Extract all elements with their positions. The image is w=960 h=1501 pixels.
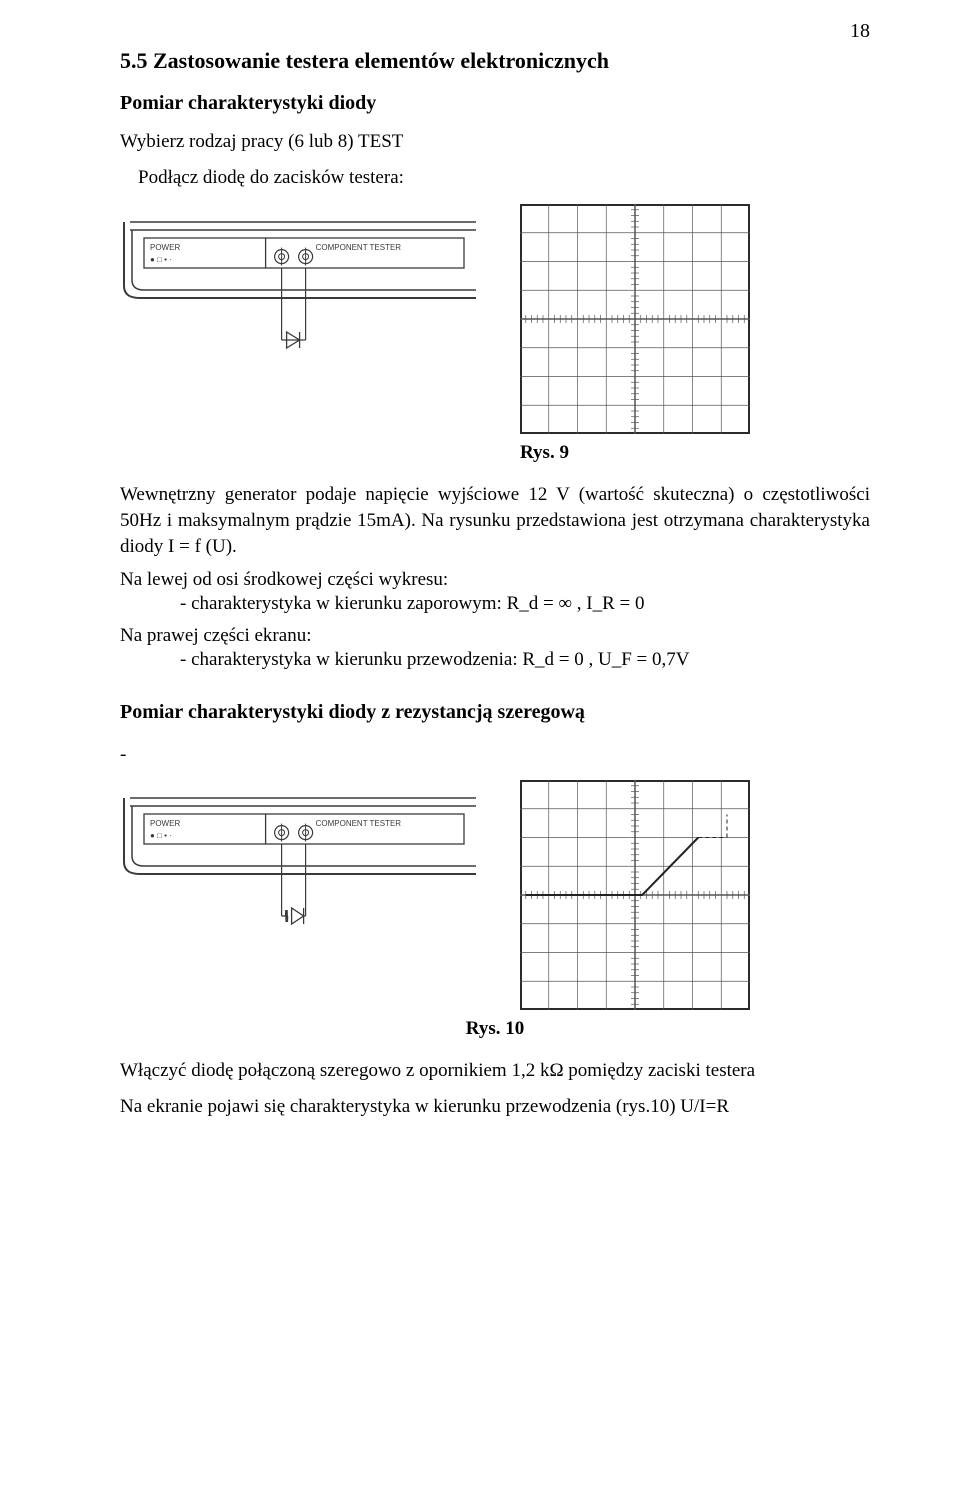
page-number: 18 <box>850 20 870 43</box>
svg-text:COMPONENT TESTER: COMPONENT TESTER <box>316 819 402 828</box>
tester-panel-fig9: POWER ● □ ▪ · COMPONENT TESTER <box>120 204 480 384</box>
subhead-2: Pomiar charakterystyki diody z rezystanc… <box>120 701 870 724</box>
figure-9-caption: Rys. 9 <box>520 442 870 464</box>
para-generator: Wewnętrzny generator podaje napięcie wyj… <box>120 482 870 559</box>
final-line-2: Na ekranie pojawi się charakterystyka w … <box>120 1094 870 1120</box>
scope-grid-fig9 <box>520 204 750 434</box>
page: 18 5.5 Zastosowanie testera elementów el… <box>0 0 960 1501</box>
list-right-item: - charakterystyka w kierunku przewodzeni… <box>180 649 870 671</box>
figure-10-caption: Rys. 10 <box>120 1018 870 1040</box>
svg-text:● □ ▪ ·: ● □ ▪ · <box>150 831 172 840</box>
figure-10-row: POWER ● □ ▪ · COMPONENT TESTER <box>120 780 870 1010</box>
final-line-1: Włączyć diodę połączoną szeregowo z opor… <box>120 1058 870 1084</box>
list-left-head: Na lewej od osi środkowej części wykresu… <box>120 569 870 591</box>
svg-text:POWER: POWER <box>150 243 180 252</box>
section-title: 5.5 Zastosowanie testera elementów elekt… <box>120 48 870 74</box>
list-left-item: - charakterystyka w kierunku zaporowym: … <box>180 593 870 615</box>
figure-9-row: POWER ● □ ▪ · COMPONENT TESTER <box>120 204 870 434</box>
instruction-1: Wybierz rodzaj pracy (6 lub 8) TEST <box>120 129 870 155</box>
stray-dash: - <box>120 744 870 766</box>
list-right-head: Na prawej części ekranu: <box>120 625 870 647</box>
svg-text:POWER: POWER <box>150 819 180 828</box>
svg-text:COMPONENT TESTER: COMPONENT TESTER <box>316 243 402 252</box>
svg-text:● □ ▪ ·: ● □ ▪ · <box>150 255 172 264</box>
instruction-2: Podłącz diodę do zacisków testera: <box>120 165 870 191</box>
scope-grid-fig10 <box>520 780 750 1010</box>
subhead-1: Pomiar charakterystyki diody <box>120 92 870 115</box>
tester-panel-fig10: POWER ● □ ▪ · COMPONENT TESTER <box>120 780 480 960</box>
